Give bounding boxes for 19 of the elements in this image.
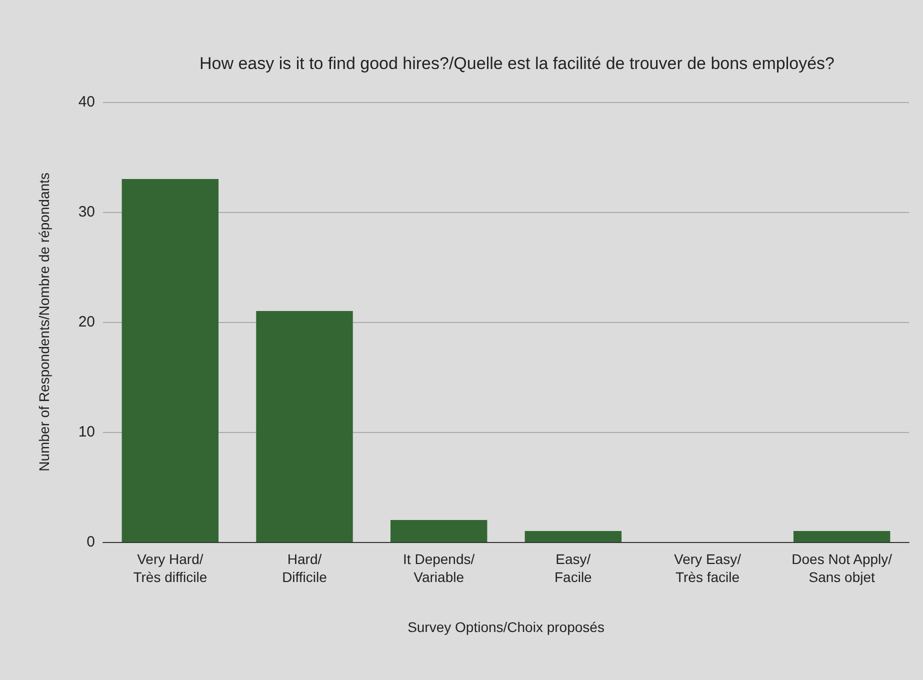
y-tick-label: 0 [86,534,95,550]
bar [793,531,890,542]
x-axis-title: Survey Options/Choix proposés [408,619,604,635]
y-axis-title: Number of Respondents/Nombre de répondants [36,172,52,472]
y-tick-label: 30 [78,204,95,220]
x-tick-label: Does Not Apply/ Sans objet [792,551,892,585]
bar [390,520,488,542]
bar [256,311,353,542]
y-tick-label: 20 [78,314,95,330]
bar [122,179,219,542]
x-tick-label: Very Hard/ Très difficile [133,551,208,585]
x-tick-label: Very Easy/ Très facile [674,551,742,585]
x-tick-label: It Depends/ Variable [403,551,475,585]
y-tick-label: 40 [78,94,95,110]
x-tick-label: Hard/ Difficile [282,551,328,585]
chart-title: How easy is it to find good hires?/Quelle est la facilité de trouver de bons employés? [199,54,835,73]
bar [524,531,622,542]
y-tick-label: 10 [78,424,95,440]
x-tick-label: Easy/ Facile [554,551,592,585]
